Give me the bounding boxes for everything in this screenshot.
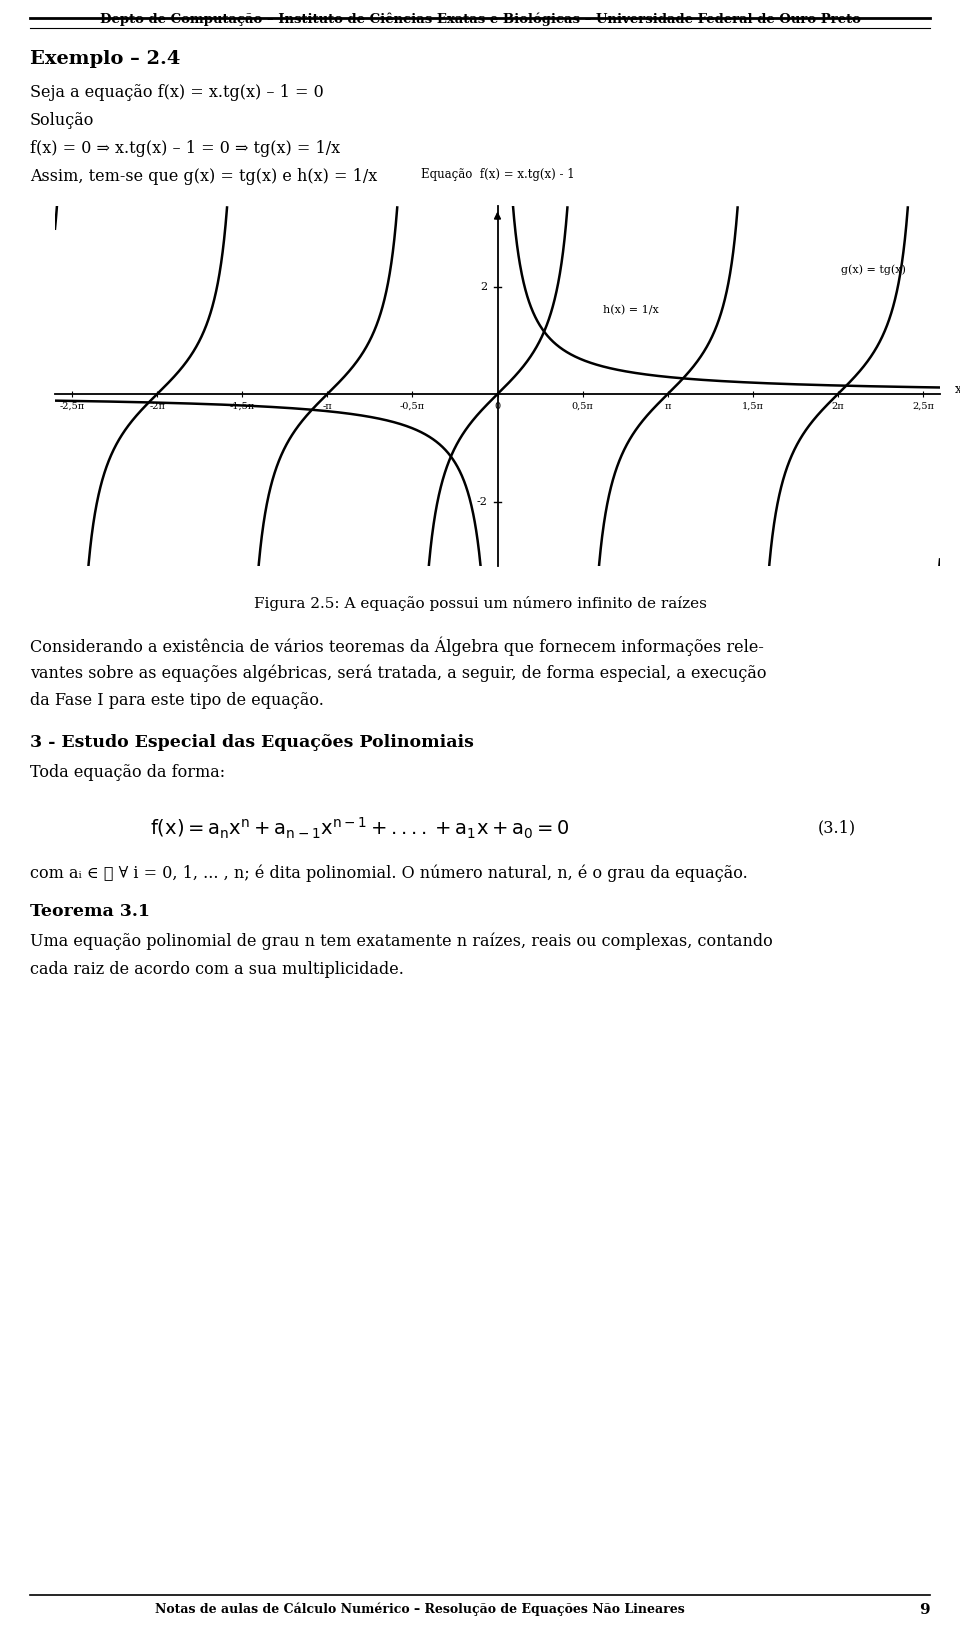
Text: da Fase I para este tipo de equação.: da Fase I para este tipo de equação.	[30, 692, 324, 708]
Text: -2: -2	[477, 497, 488, 507]
Text: cada raiz de acordo com a sua multiplicidade.: cada raiz de acordo com a sua multiplici…	[30, 960, 404, 978]
Text: Considerando a existência de vários teoremas da Álgebra que fornecem informações: Considerando a existência de vários teor…	[30, 635, 764, 655]
Text: f(x) = 0 ⇒ x.tg(x) – 1 = 0 ⇒ tg(x) = 1/x: f(x) = 0 ⇒ x.tg(x) – 1 = 0 ⇒ tg(x) = 1/x	[30, 140, 340, 158]
Text: (3.1): (3.1)	[818, 819, 856, 837]
Text: Seja a equação f(x) = x.tg(x) – 1 = 0: Seja a equação f(x) = x.tg(x) – 1 = 0	[30, 84, 324, 101]
Text: $\mathrm{f(x) = a_n x^n + a_{n-1} x^{n-1} + .... + a_1 x + a_0 = 0}$: $\mathrm{f(x) = a_n x^n + a_{n-1} x^{n-1…	[150, 816, 570, 840]
Text: com aᵢ ∈ ℜ ∀ i = 0, 1, ... , n; é dita polinomial. O número natural, n, é o grau: com aᵢ ∈ ℜ ∀ i = 0, 1, ... , n; é dita p…	[30, 864, 748, 882]
Text: Depto de Computação – Instituto de Ciências Exatas e Biológicas – Universidade F: Depto de Computação – Instituto de Ciênc…	[100, 11, 860, 26]
Text: h(x) = 1/x: h(x) = 1/x	[603, 306, 659, 315]
Text: g(x) = tg(x): g(x) = tg(x)	[841, 265, 906, 275]
Text: Toda equação da forma:: Toda equação da forma:	[30, 764, 226, 782]
Text: x: x	[955, 384, 960, 396]
Text: Figura 2.5: A equação possui um número infinito de raízes: Figura 2.5: A equação possui um número i…	[253, 596, 707, 611]
Text: Assim, tem-se que g(x) = tg(x) e h(x) = 1/x: Assim, tem-se que g(x) = tg(x) e h(x) = …	[30, 167, 377, 185]
Text: Teorema 3.1: Teorema 3.1	[30, 904, 150, 920]
Text: 2: 2	[481, 281, 488, 291]
Text: Uma equação polinomial de grau n tem exatamente n raízes, reais ou complexas, co: Uma equação polinomial de grau n tem exa…	[30, 933, 773, 951]
Text: 9: 9	[920, 1602, 930, 1617]
Text: vantes sobre as equações algébricas, será tratada, a seguir, de forma especial, : vantes sobre as equações algébricas, ser…	[30, 665, 766, 681]
Text: Exemplo – 2.4: Exemplo – 2.4	[30, 50, 180, 68]
Text: Equação  f(x) = x.tg(x) - 1: Equação f(x) = x.tg(x) - 1	[420, 167, 574, 180]
Text: Solução: Solução	[30, 112, 94, 128]
Text: Notas de aulas de Cálculo Numérico – Resolução de Equações Não Lineares: Notas de aulas de Cálculo Numérico – Res…	[156, 1602, 684, 1617]
Text: 3 - Estudo Especial das Equações Polinomiais: 3 - Estudo Especial das Equações Polinom…	[30, 734, 474, 751]
